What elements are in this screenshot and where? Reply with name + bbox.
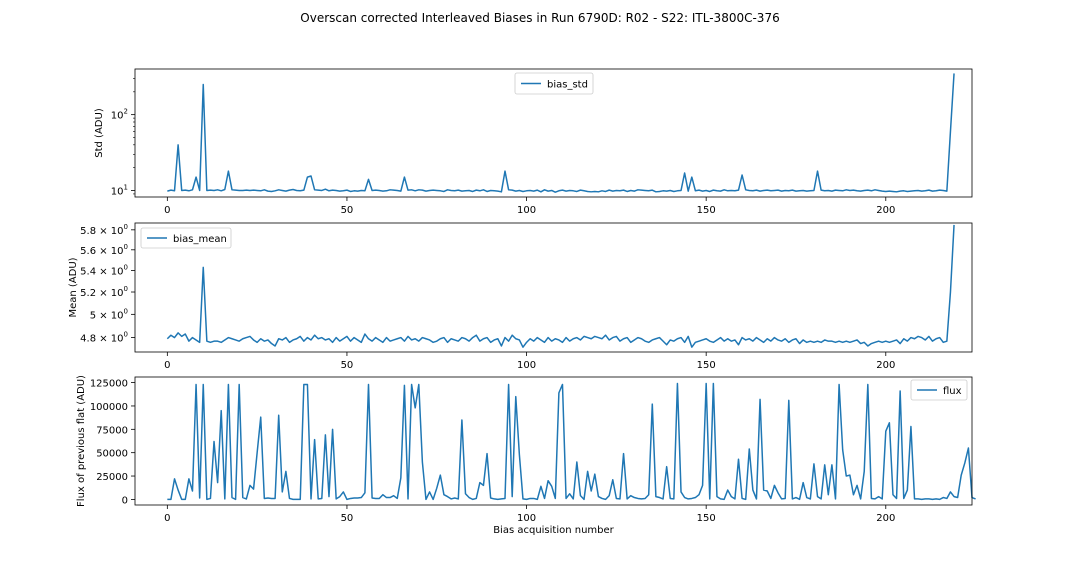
legend: flux [910,379,968,401]
std-subplot: 0 50 100 150 200 101 102 Std (ADU) bias_std [94,68,973,216]
series-line-bias_mean [166,224,955,348]
axes-frame [134,376,973,506]
y-tick-label: 5.2 × 100 [80,285,128,299]
x-tick-label: 100 [517,360,536,371]
y-tick-label: 4.8 × 100 [80,331,128,345]
x-tick-label: 150 [697,513,716,524]
mean-subplot: 0 50 100 150 200 4.8 × 100 5 × 100 5.2 × 100 5.4… [68,222,973,371]
legend: bias_mean [140,227,232,249]
y-tick-label: 101 [111,183,128,197]
y-tick-label: 5 × 100 [90,307,128,321]
y-tick-label: 5.8 × 100 [80,223,128,237]
x-tick-label: 100 [517,205,536,216]
x-axis-label: Bias acquisition number [493,525,614,536]
axes-frame [134,68,973,198]
x-tick-label: 50 [341,513,354,524]
flux-subplot: 0 50 100 150 200 0 25000 50000 75000 100000 125000… [76,375,976,536]
legend-box [910,379,968,401]
series-line-bias_std [167,73,955,193]
legend-label: bias_std [547,80,588,91]
y-tick-label: 0 [122,495,128,506]
x-tick-label: 200 [876,360,895,371]
x-tick-label: 0 [164,205,170,216]
x-tick-label: 50 [341,205,354,216]
y-tick-label: 25000 [96,472,128,483]
x-tick-label: 0 [164,513,170,524]
y-axis-label: Std (ADU) [94,108,105,158]
y-tick-label: 125000 [90,379,128,390]
y-tick-label: 5.6 × 100 [80,243,128,257]
x-tick-label: 150 [697,205,716,216]
x-tick-label: 50 [341,360,354,371]
series-line-flux [167,382,976,501]
legend-box [514,72,594,95]
x-tick-label: 100 [517,513,536,524]
legend-label: bias_mean [173,234,227,245]
y-axis-label: Mean (ADU) [68,257,79,317]
legend-box [140,227,232,249]
y-axis-label: Flux of previous flat (ADU) [76,375,87,507]
y-tick-label: 100000 [90,402,128,413]
axes-frame [134,222,973,353]
legend: bias_std [514,72,594,95]
x-tick-label: 150 [697,360,716,371]
x-tick-label: 0 [164,360,170,371]
legend-label: flux [943,386,962,397]
figure-title: Overscan corrected Interleaved Biases in… [300,11,779,25]
y-tick-label: 75000 [96,425,128,436]
y-tick-label: 102 [111,108,128,122]
x-tick-label: 200 [876,205,895,216]
y-tick-label: 5.4 × 100 [80,264,128,278]
x-tick-label: 200 [876,513,895,524]
y-tick-label: 50000 [96,449,128,460]
